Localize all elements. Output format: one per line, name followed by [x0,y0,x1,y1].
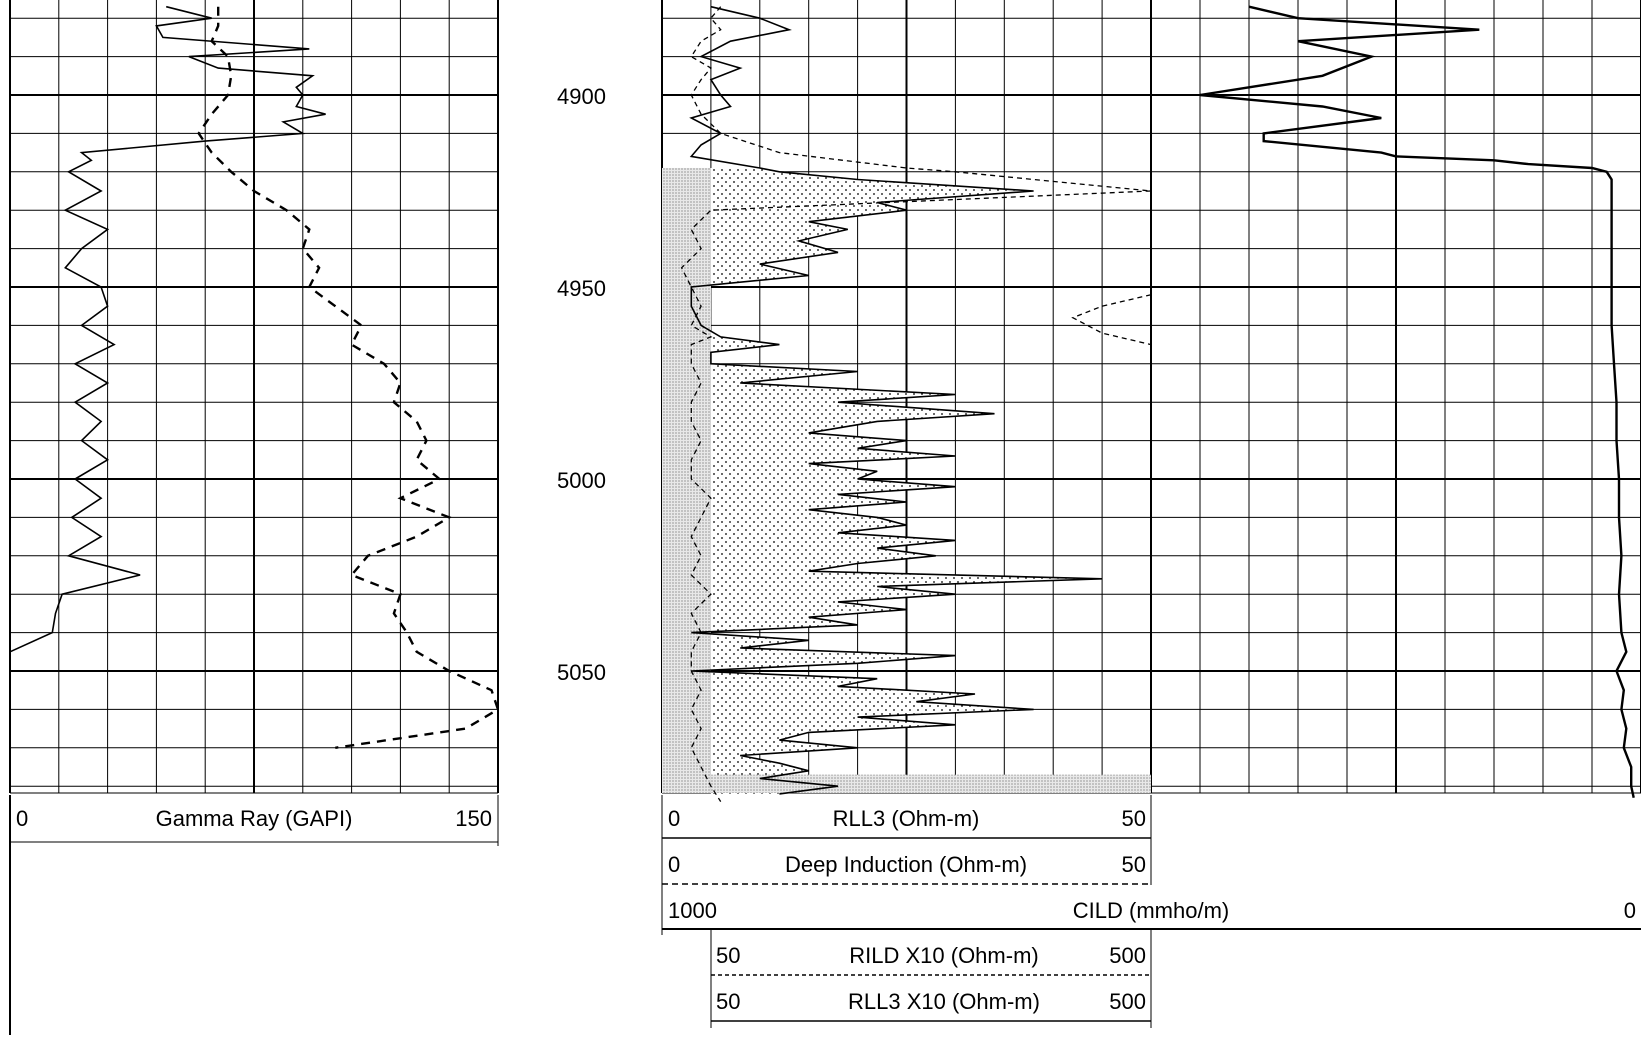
bottom-shading [710,774,1151,793]
cild-min-label: 1000 [668,898,717,923]
induction-shading [662,167,711,793]
ild-min-label: 0 [668,852,680,877]
rll3-x10-max-label: 500 [1109,989,1146,1014]
gamma-ray-dashed-curve [197,6,500,749]
gr-min-label: 0 [16,806,28,831]
cild-curve [1199,5,1635,798]
cild-max-label: 0 [1624,898,1636,923]
rild-x10-curve-name: RILD X10 (Ohm-m) [849,943,1038,968]
rild-x10-max-label: 500 [1109,943,1146,968]
rild-x10-min-label: 50 [716,943,740,968]
ild-max-label: 50 [1122,852,1146,877]
depth-tick-label: 4950 [557,276,606,301]
gr-curve-name: Gamma Ray (GAPI) [156,806,353,831]
rll3-curve-name: RLL3 (Ohm-m) [833,806,980,831]
track1-grid [9,0,499,794]
gamma-ray-curve [9,5,326,653]
cild-curve-name: CILD (mmho/m) [1073,898,1229,923]
ild-curve-name: Deep Induction (Ohm-m) [785,852,1027,877]
depth-tick-label: 5050 [557,660,606,685]
rll3-x10-curve-name: RLL3 X10 (Ohm-m) [848,989,1040,1014]
rll3-max-label: 50 [1122,806,1146,831]
depth-axis: 4900 4950 5000 5050 [557,84,606,685]
depth-tick-label: 5000 [557,468,606,493]
rll3-x10-min-label: 50 [716,989,740,1014]
gr-max-label: 150 [455,806,492,831]
rll3-min-label: 0 [668,806,680,831]
depth-tick-label: 4900 [557,84,606,109]
rild-x10-curve [1071,294,1152,357]
track-headers: 0 Gamma Ray (GAPI) 150 0 RLL3 (Ohm-m) 50… [9,795,1641,1035]
log-curves [9,5,1635,802]
rll3-curve [689,5,1103,795]
track3-grid [1150,0,1641,794]
rll3-dot-shading [691,168,1103,794]
